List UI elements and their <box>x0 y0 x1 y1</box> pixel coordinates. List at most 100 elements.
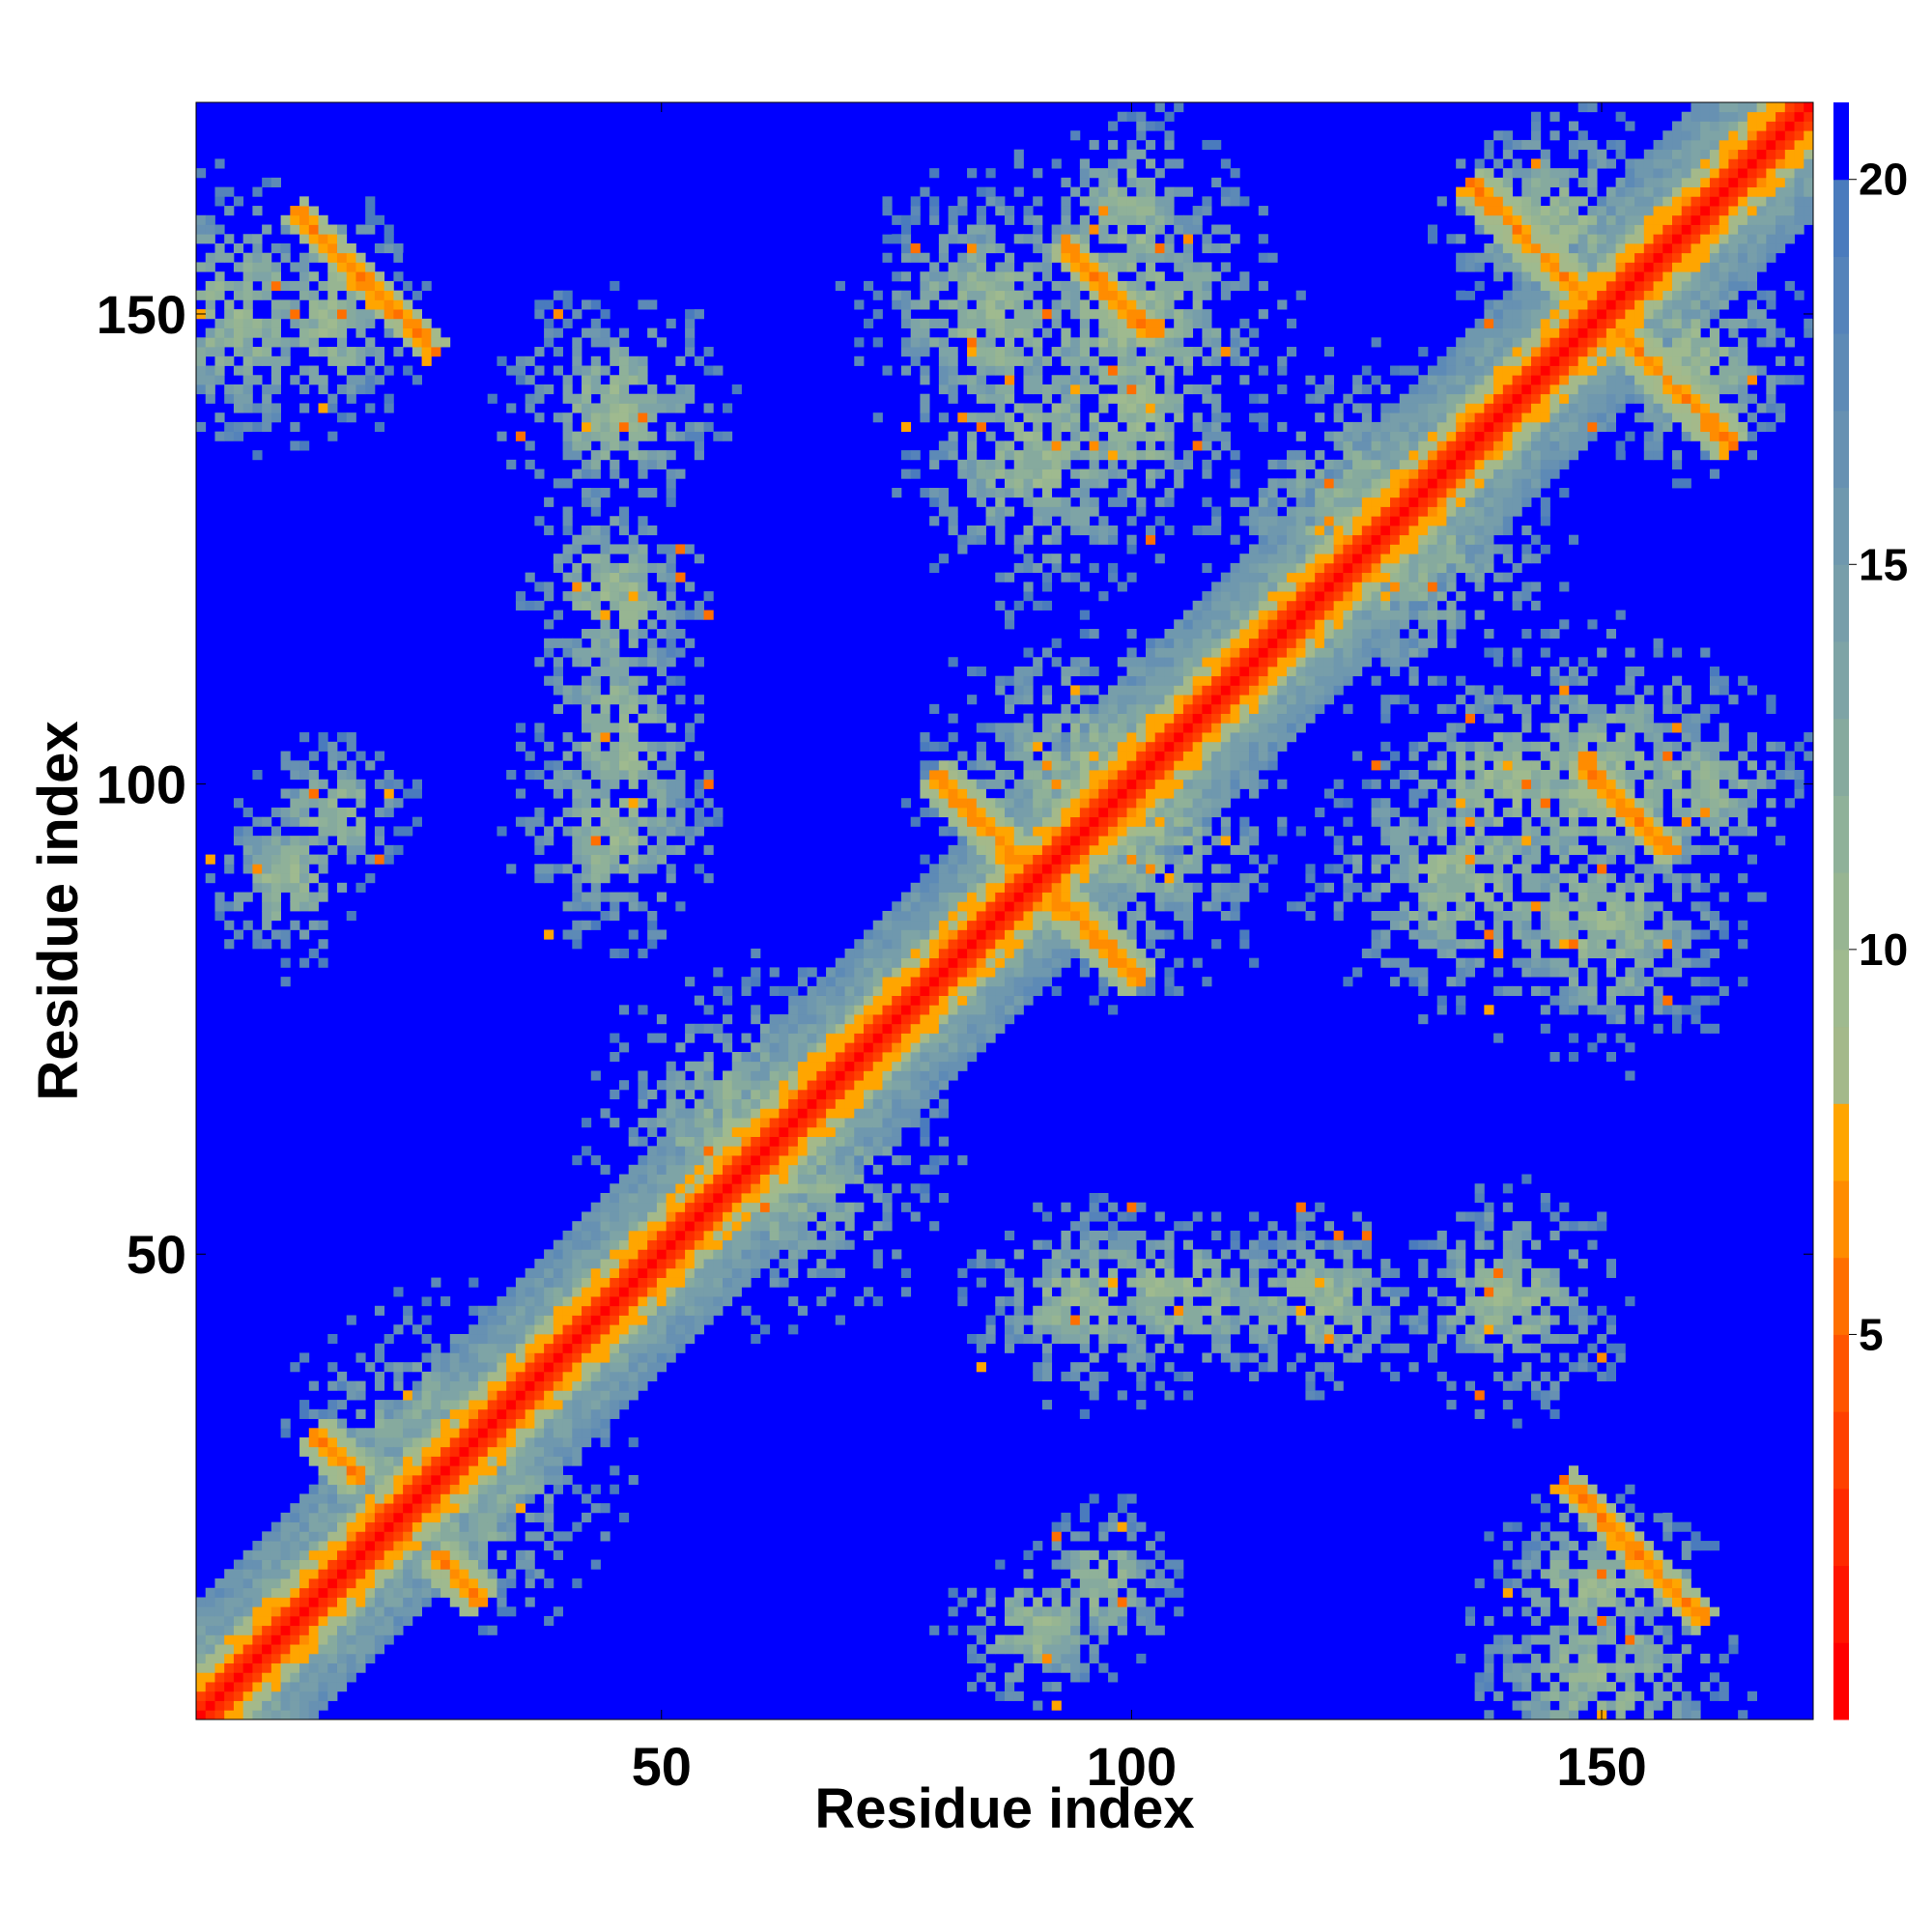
heatmap-cell <box>685 1155 696 1166</box>
heatmap-cell <box>788 1033 799 1043</box>
heatmap-cell <box>562 779 573 789</box>
heatmap-cell <box>788 1014 799 1025</box>
heatmap-cell <box>957 929 968 940</box>
heatmap-cell <box>318 1549 328 1560</box>
heatmap-cell <box>1041 506 1053 517</box>
heatmap-cell <box>1098 1211 1109 1222</box>
heatmap-cell <box>214 1690 225 1701</box>
heatmap-cell <box>892 929 902 940</box>
heatmap-cell <box>487 1333 497 1345</box>
heatmap-cell <box>910 911 921 922</box>
heatmap-cell <box>1079 901 1090 912</box>
heatmap-cell <box>985 168 996 179</box>
heatmap-cell <box>403 1541 413 1551</box>
heatmap-cell <box>336 280 348 292</box>
heatmap-cell <box>892 1070 902 1081</box>
heatmap-cell <box>308 1690 319 1701</box>
heatmap-cell <box>1005 488 1015 498</box>
heatmap-cell <box>469 1437 479 1448</box>
heatmap-cell <box>384 1569 394 1579</box>
heatmap-cell <box>600 1437 611 1448</box>
heatmap-cell <box>1005 770 1015 781</box>
heatmap-cell <box>844 948 855 959</box>
heatmap-cell <box>731 1164 742 1175</box>
heatmap-cell <box>412 1474 422 1486</box>
heatmap-cell <box>440 1493 451 1504</box>
heatmap-cell <box>713 1023 724 1034</box>
heatmap-cell <box>242 1710 253 1720</box>
heatmap-cell <box>628 1221 639 1232</box>
heatmap-cell <box>618 1249 630 1260</box>
heatmap-cell <box>957 252 968 263</box>
heatmap-cell <box>900 985 912 996</box>
heatmap-cell <box>1089 901 1099 912</box>
heatmap-cell <box>1005 168 1015 179</box>
heatmap-cell <box>938 1014 949 1025</box>
heatmap-cell <box>656 1315 668 1325</box>
heatmap-cell <box>590 1428 601 1438</box>
heatmap-cell <box>1089 196 1099 207</box>
heatmap-cell <box>459 1352 469 1363</box>
heatmap-cell <box>196 1653 207 1663</box>
heatmap-cell <box>882 1108 893 1119</box>
heatmap-cell <box>638 1305 648 1316</box>
heatmap-cell <box>694 1098 704 1109</box>
heatmap-cell <box>290 1503 300 1514</box>
heatmap-cell <box>1079 375 1090 385</box>
heatmap-cell <box>308 1512 319 1523</box>
heatmap-cell <box>252 375 263 385</box>
heatmap-cell <box>1108 854 1119 865</box>
heatmap-cell <box>797 977 809 987</box>
heatmap-cell <box>355 1541 366 1551</box>
heatmap-cell <box>336 1446 348 1457</box>
heatmap-cell <box>318 1474 328 1486</box>
heatmap-cell <box>308 920 319 930</box>
heatmap-cell <box>299 1615 310 1627</box>
heatmap-cell <box>1061 177 1071 187</box>
heatmap-cell <box>769 1277 780 1288</box>
heatmap-cell <box>769 1033 780 1043</box>
heatmap-cell <box>572 309 582 320</box>
heatmap-cell <box>1108 1324 1119 1335</box>
heatmap-cell <box>1005 995 1015 1006</box>
heatmap-cell <box>1013 807 1024 818</box>
heatmap-cell <box>327 1606 338 1617</box>
heatmap-cell <box>525 1287 535 1297</box>
heatmap-cell <box>1079 854 1090 865</box>
heatmap-cell <box>534 770 545 781</box>
heatmap-cell <box>976 1014 986 1025</box>
heatmap-cell <box>1051 779 1062 789</box>
heatmap-cell <box>506 1371 517 1382</box>
heatmap-cell <box>967 290 978 300</box>
heatmap-cell <box>242 1653 253 1663</box>
heatmap-cell <box>487 1465 497 1476</box>
heatmap-cell <box>628 760 639 771</box>
heatmap-cell <box>872 977 883 987</box>
heatmap-cell <box>1061 1305 1071 1316</box>
heatmap-cell <box>346 770 356 781</box>
heatmap-cell <box>1005 864 1015 874</box>
heatmap-cell <box>1089 629 1099 639</box>
heatmap-cell <box>1079 1380 1090 1391</box>
heatmap-cell <box>431 1352 441 1363</box>
heatmap-cell <box>590 854 601 865</box>
heatmap-cell <box>1061 280 1071 292</box>
heatmap-cell <box>628 355 639 366</box>
heatmap-cell <box>1079 214 1090 225</box>
heatmap-cell <box>582 525 592 536</box>
heatmap-cell <box>1070 554 1081 564</box>
heatmap-cell <box>1023 844 1034 855</box>
heatmap-cell <box>384 807 394 818</box>
heatmap-cell <box>948 770 958 781</box>
heatmap-cell <box>590 901 601 912</box>
heatmap-cell <box>224 421 235 433</box>
heatmap-cell <box>553 816 563 827</box>
heatmap-cell <box>666 1061 676 1071</box>
heatmap-cell <box>590 713 601 724</box>
heatmap-cell <box>1051 1521 1062 1532</box>
heatmap-cell <box>1079 252 1090 263</box>
heatmap-cell <box>844 957 855 968</box>
heatmap-cell <box>826 1183 837 1194</box>
heatmap-cell <box>280 1710 291 1720</box>
heatmap-cell <box>346 1521 356 1532</box>
